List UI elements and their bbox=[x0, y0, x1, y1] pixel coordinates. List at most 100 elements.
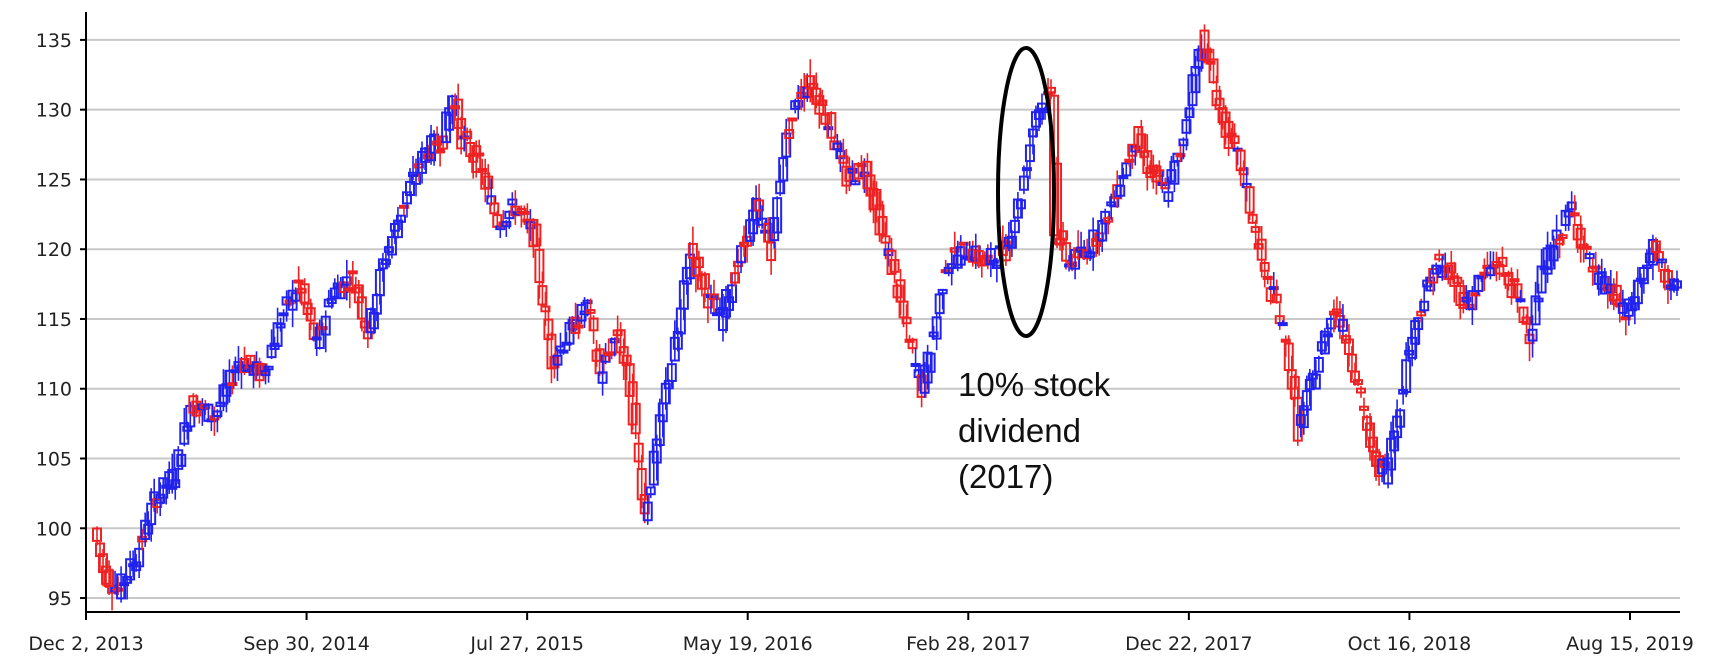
candle-body-down bbox=[1446, 262, 1457, 274]
candle bbox=[1160, 177, 1171, 190]
candle-body-down bbox=[299, 283, 310, 304]
candle-body-down bbox=[489, 202, 500, 215]
candle-body-up bbox=[576, 303, 587, 322]
candle-body-down bbox=[540, 305, 551, 313]
candle bbox=[1395, 407, 1406, 430]
candle-body-down bbox=[856, 163, 867, 168]
candle bbox=[212, 409, 223, 433]
candle bbox=[1566, 191, 1577, 211]
candle bbox=[907, 337, 918, 354]
candle bbox=[170, 467, 181, 500]
candle-body-up bbox=[988, 259, 999, 264]
candle-body-down bbox=[877, 215, 888, 236]
candle-body-up bbox=[1401, 359, 1412, 393]
candle-body-up bbox=[1301, 390, 1312, 411]
candle bbox=[347, 260, 358, 289]
candle bbox=[778, 157, 789, 193]
candle bbox=[817, 89, 828, 107]
candle-body-up bbox=[1515, 298, 1526, 303]
candle-body-down bbox=[787, 117, 798, 122]
candle-body-down bbox=[633, 442, 644, 463]
candle-body-up bbox=[173, 449, 184, 470]
candle bbox=[838, 138, 849, 168]
candle-body-down bbox=[293, 279, 304, 284]
candle-body-up bbox=[946, 263, 957, 270]
candle bbox=[757, 205, 768, 229]
candle bbox=[224, 359, 235, 403]
candle-body-up bbox=[1304, 378, 1315, 391]
candle bbox=[1548, 235, 1559, 267]
candle-body-down bbox=[573, 324, 584, 329]
candle-body-down bbox=[1250, 226, 1261, 233]
candle-body-up bbox=[847, 167, 858, 174]
candle-body-down bbox=[305, 307, 316, 322]
candle-body-up bbox=[278, 312, 289, 317]
candle-body-up bbox=[329, 287, 340, 298]
candle bbox=[275, 317, 286, 332]
candle-body-up bbox=[1533, 297, 1544, 303]
candle-body-up bbox=[1584, 253, 1595, 260]
candle-body-up bbox=[179, 422, 190, 445]
candle bbox=[1530, 281, 1541, 326]
candle-body-up bbox=[1268, 286, 1279, 291]
candle-body-up bbox=[609, 338, 620, 344]
candle-body-down bbox=[1554, 238, 1565, 245]
candle-body-down bbox=[432, 140, 443, 146]
candle-body-down bbox=[949, 247, 960, 253]
candle-body-up bbox=[320, 315, 331, 336]
candle-body-down bbox=[1199, 29, 1210, 61]
candle bbox=[344, 273, 355, 309]
candle bbox=[1446, 250, 1457, 279]
candle-body-down bbox=[344, 287, 355, 292]
candle-body-up bbox=[910, 362, 921, 367]
candle-body-down bbox=[1151, 165, 1162, 183]
x-tick-label: Aug 15, 2019 bbox=[1566, 633, 1694, 655]
candle-body-down bbox=[477, 167, 488, 172]
candle bbox=[474, 139, 485, 159]
y-tick-label: 125 bbox=[36, 169, 72, 191]
candle-body-up bbox=[260, 370, 271, 377]
candle-body-down bbox=[1569, 212, 1580, 217]
candle bbox=[386, 229, 397, 259]
candle bbox=[931, 311, 942, 351]
candle-body-down bbox=[546, 333, 557, 370]
candle-body-down bbox=[1331, 308, 1342, 315]
candle-body-down bbox=[1280, 338, 1291, 343]
candle bbox=[642, 495, 653, 525]
candle-body-down bbox=[1416, 310, 1427, 317]
annotation-year: (2017) bbox=[958, 458, 1053, 495]
annotation-line-2: dividend bbox=[958, 412, 1081, 449]
candle-body-down bbox=[585, 309, 596, 314]
candle bbox=[537, 271, 548, 307]
candle bbox=[1009, 216, 1020, 249]
candle bbox=[395, 214, 406, 231]
candle bbox=[889, 259, 900, 284]
candle bbox=[1337, 304, 1348, 342]
candle bbox=[1271, 279, 1282, 304]
candle-body-down bbox=[534, 248, 545, 284]
candle-body-up bbox=[1431, 264, 1442, 275]
candle-body-up bbox=[1527, 328, 1538, 342]
candle-body-down bbox=[1154, 169, 1165, 177]
candle-body-down bbox=[1506, 284, 1517, 299]
candle-body-down bbox=[886, 249, 897, 275]
candle-body-up bbox=[1310, 373, 1321, 390]
y-tick-label: 135 bbox=[36, 30, 72, 52]
candle-body-up bbox=[1313, 356, 1324, 373]
candle-body-down bbox=[1271, 293, 1282, 304]
candle bbox=[92, 526, 103, 546]
candle bbox=[820, 99, 831, 129]
candle-body-down bbox=[708, 293, 719, 301]
candle-body-up bbox=[1337, 318, 1348, 332]
candle-body-down bbox=[1352, 379, 1363, 386]
candle-body-up bbox=[1184, 107, 1195, 119]
candle-body-down bbox=[1434, 253, 1445, 261]
candle bbox=[558, 348, 569, 355]
candle-body-up bbox=[985, 247, 996, 266]
candle bbox=[398, 204, 409, 216]
candle bbox=[784, 121, 795, 155]
candle-body-down bbox=[763, 222, 774, 243]
candle-body-up bbox=[1467, 290, 1478, 311]
candle-body-up bbox=[931, 316, 942, 340]
candle-body-down bbox=[687, 242, 698, 259]
